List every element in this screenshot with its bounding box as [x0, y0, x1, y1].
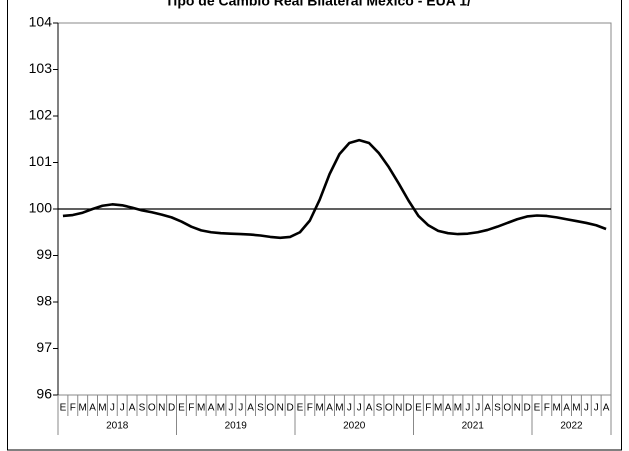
y-tick-label: 101	[29, 153, 53, 169]
x-tick-label: M	[335, 403, 343, 414]
x-tick-label: S	[376, 403, 383, 414]
x-tick-label: S	[257, 403, 264, 414]
x-tick-label: A	[326, 403, 333, 414]
y-tick-label: 96	[36, 386, 52, 402]
x-tick-label: M	[553, 403, 561, 414]
x-tick-label: J	[465, 403, 470, 414]
x-tick-label: A	[208, 403, 215, 414]
x-tick-label: O	[148, 403, 156, 414]
x-tick-label: A	[247, 403, 254, 414]
x-tick-label: F	[425, 403, 431, 414]
x-tick-label: A	[366, 403, 373, 414]
x-group-label: 2020	[343, 421, 366, 432]
x-tick-label: M	[316, 403, 324, 414]
y-tick-label: 102	[29, 107, 53, 123]
y-tick-label: 104	[29, 14, 53, 30]
chart-frame	[7, 0, 622, 451]
x-tick-label: M	[98, 403, 106, 414]
x-tick-label: A	[563, 403, 570, 414]
x-tick-label: A	[484, 403, 491, 414]
x-tick-label: M	[434, 403, 442, 414]
x-tick-label: D	[286, 403, 293, 414]
x-group-label: 2021	[462, 421, 485, 432]
y-tick-label: 97	[36, 339, 52, 355]
y-tick-label: 103	[29, 60, 53, 76]
x-tick-label: A	[445, 403, 452, 414]
x-tick-label: E	[178, 403, 185, 414]
data-line	[62, 138, 607, 240]
x-tick-label: E	[297, 403, 304, 414]
x-tick-label: J	[120, 403, 125, 414]
x-tick-label: F	[70, 403, 76, 414]
x-tick-label: S	[494, 403, 501, 414]
x-tick-label: S	[139, 403, 146, 414]
x-group-label: 2022	[560, 421, 583, 432]
x-tick-label: F	[544, 403, 550, 414]
x-tick-label: J	[357, 403, 362, 414]
y-tick-label: 98	[36, 293, 52, 309]
x-tick-label: A	[603, 403, 610, 414]
x-tick-label: E	[415, 403, 422, 414]
x-group-label: 2018	[106, 421, 129, 432]
x-tick-label: J	[238, 403, 243, 414]
x-tick-label: D	[168, 403, 175, 414]
x-tick-label: J	[594, 403, 599, 414]
x-tick-label: M	[572, 403, 580, 414]
x-tick-label: M	[197, 403, 205, 414]
chart-title: Tipo de Cambio Real Bilateral México - E…	[165, 0, 471, 9]
x-tick-label: O	[266, 403, 274, 414]
x-tick-label: N	[514, 403, 521, 414]
x-tick-label: M	[454, 403, 462, 414]
x-tick-label: D	[523, 403, 530, 414]
x-tick-label: A	[129, 403, 136, 414]
x-tick-label: N	[277, 403, 284, 414]
x-tick-label: F	[307, 403, 313, 414]
x-tick-label: J	[347, 403, 352, 414]
x-tick-label: M	[217, 403, 225, 414]
x-tick-label: J	[110, 403, 115, 414]
x-tick-label: A	[89, 403, 96, 414]
x-tick-label: F	[188, 403, 194, 414]
x-tick-label: N	[158, 403, 165, 414]
x-tick-label: J	[228, 403, 233, 414]
x-tick-label: E	[534, 403, 541, 414]
x-tick-label: O	[385, 403, 393, 414]
x-tick-label: E	[60, 403, 67, 414]
x-tick-label: N	[395, 403, 402, 414]
y-tick-label: 99	[36, 246, 52, 262]
y-tick-label: 100	[29, 200, 53, 216]
x-group-label: 2019	[225, 421, 248, 432]
x-tick-label: M	[79, 403, 87, 414]
x-tick-label: J	[475, 403, 480, 414]
x-tick-label: D	[405, 403, 412, 414]
x-tick-label: O	[503, 403, 511, 414]
x-tick-label: J	[584, 403, 589, 414]
